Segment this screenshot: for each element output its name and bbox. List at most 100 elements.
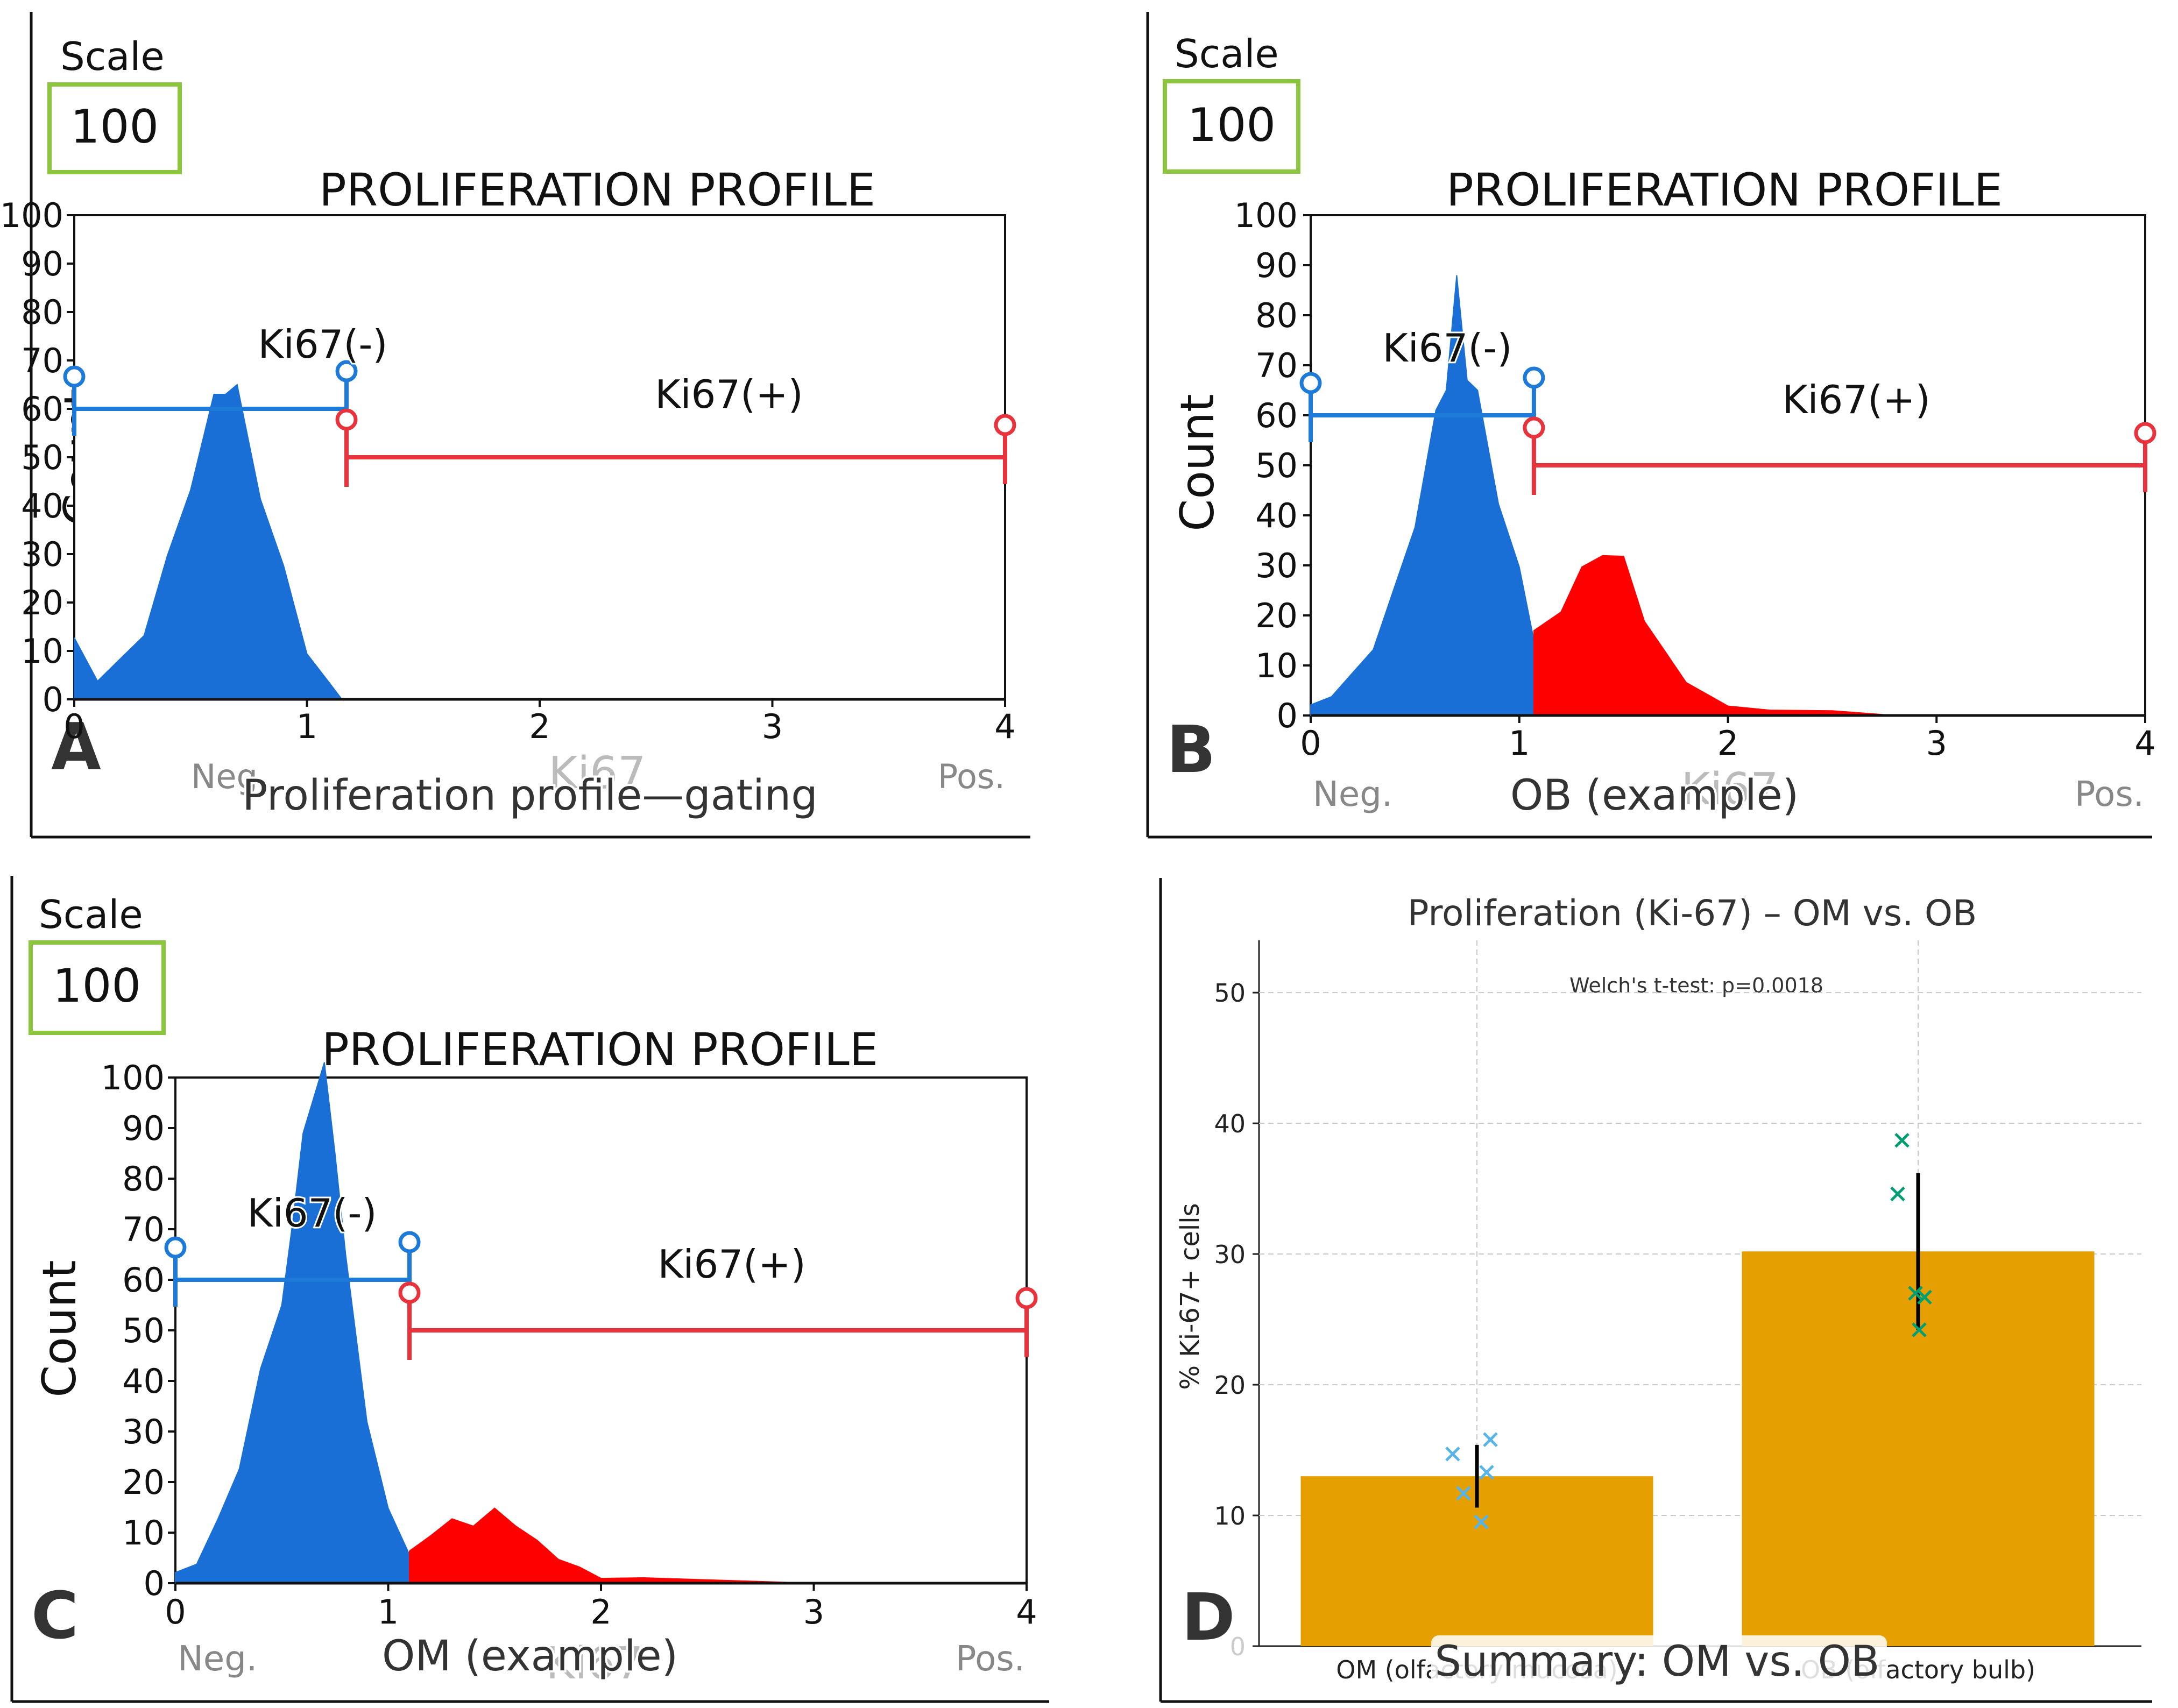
histogram-positive-series (1533, 555, 1895, 716)
x-axis-label: Ki67 (1681, 764, 1779, 815)
data-point-stroke (1479, 1465, 1494, 1480)
gate-positive-handle-knob (398, 1281, 421, 1304)
y-tick-label: 100 (101, 1058, 165, 1097)
y-tick-label: 20 (1214, 1371, 1246, 1400)
scale-value: 100 (70, 100, 159, 154)
scale-box[interactable] (1163, 79, 1300, 174)
data-point-stroke (1474, 1514, 1489, 1529)
y-tick-label: 0 (1277, 696, 1298, 735)
plot-title: PROLIFERATION PROFILE (1446, 164, 2003, 216)
x-tick-label: 1 (378, 1592, 399, 1632)
y-tick-label: 80 (122, 1159, 165, 1199)
scale-value: 100 (1187, 98, 1276, 152)
x-tick-label: 3 (803, 1592, 824, 1632)
y-tick-label: 90 (1255, 246, 1298, 285)
x-tick-label: 0 (1300, 724, 1321, 763)
data-point (1908, 1286, 1923, 1301)
x-tick-label: 0 (63, 707, 84, 746)
x-tick-label: 4 (1016, 1592, 1037, 1632)
x-tick-label: 2 (1717, 724, 1738, 763)
data-point-stroke (1908, 1286, 1923, 1301)
x-axis-label: Ki67 (546, 1638, 643, 1689)
y-tick-label: 100 (0, 196, 63, 235)
x-tick-label: 2 (590, 1592, 611, 1632)
y-tick-label: 20 (21, 583, 63, 622)
scale-value: 100 (53, 959, 141, 1013)
x-axis-label: Ki67 (549, 748, 646, 799)
data-point (1474, 1514, 1489, 1529)
data-point (1894, 1132, 1910, 1148)
gate-negative-handle-knob (1523, 366, 1545, 389)
scale-label: Scale (60, 34, 165, 79)
data-point-stroke (1456, 1485, 1471, 1501)
gate-negative-label: Ki67(-) (258, 322, 388, 367)
panel-caption: Summary: OM vs. OB (1434, 1638, 1879, 1686)
pos-label: Pos. (2075, 775, 2144, 814)
gate-positive-label: Ki67(+) (657, 1242, 805, 1287)
panel-caption: OM (example) (382, 1632, 678, 1681)
x-tick-label: 2 (529, 707, 550, 746)
data-point-stroke (1894, 1132, 1910, 1148)
panel-b: Scale 100 PROLIFERATION PROFILE Count B … (1146, 12, 2156, 839)
gate-positive-handle-knob (1523, 416, 1545, 439)
y-tick-label: 60 (21, 389, 63, 429)
y-tick-label: 30 (122, 1412, 165, 1451)
panel-caption: Proliferation profile—gating (242, 771, 818, 820)
pos-label: Pos. (938, 757, 1005, 796)
neg-label: Neg. (178, 1639, 257, 1679)
y-axis-label: Count (33, 1260, 87, 1397)
x-tick-label: 3 (762, 707, 783, 746)
data-point (1917, 1289, 1932, 1305)
data-point-stroke (1912, 1322, 1927, 1337)
scale-box[interactable] (29, 940, 166, 1035)
panel-letter: B (1166, 713, 1215, 788)
y-tick-label: 10 (21, 632, 63, 671)
y-tick-label: 40 (1214, 1109, 1246, 1138)
gate-negative-end-knob (1299, 372, 1322, 394)
y-tick-label: 40 (21, 486, 63, 526)
y-tick-label: 50 (1255, 446, 1298, 485)
plot-title: PROLIFERATION PROFILE (319, 164, 875, 216)
panel-letter: D (1182, 1581, 1235, 1655)
neg-label: Neg. (1313, 775, 1392, 814)
chart-title: Proliferation (Ki-67) – OM vs. OB (1408, 892, 1977, 934)
y-tick-label: 20 (122, 1463, 165, 1502)
y-tick-label: 0 (144, 1564, 165, 1603)
y-tick-label: 10 (122, 1513, 165, 1553)
gate-negative-label: Ki67(-) (247, 1190, 377, 1236)
histogram-negative-series (175, 1062, 411, 1584)
gate-negative-end-knob (63, 365, 86, 388)
histogram-positive-series (409, 1507, 814, 1584)
y-axis-label: % Ki-67+ cells (1175, 1203, 1205, 1390)
x-tick-label: 1 (296, 707, 317, 746)
scale-box[interactable] (47, 82, 182, 174)
data-point (1445, 1447, 1460, 1462)
y-tick-label: 70 (122, 1210, 165, 1249)
y-tick-label: 40 (122, 1362, 165, 1401)
gate-negative-end-knob (164, 1236, 187, 1259)
y-tick-label: 30 (1214, 1240, 1246, 1269)
y-tick-label: 20 (1255, 596, 1298, 635)
panel-letter: A (51, 710, 101, 785)
gate-negative-handle-knob (398, 1231, 421, 1253)
y-tick-label: 60 (122, 1260, 165, 1300)
y-tick-label: 70 (21, 341, 63, 380)
x-tick-label: 4 (994, 707, 1015, 746)
pos-label: Pos. (956, 1639, 1025, 1679)
gate-negative-handle-knob (335, 360, 358, 382)
data-point (1912, 1322, 1927, 1337)
data-point-stroke (1890, 1186, 1905, 1202)
y-tick-label: 60 (1255, 396, 1298, 435)
data-point-stroke (1445, 1447, 1460, 1462)
x-tick-label: 4 (2134, 724, 2155, 763)
x-tick-label: 0 (165, 1592, 186, 1632)
y-tick-label: 30 (1255, 546, 1298, 585)
panel-a: Scale 100 PROLIFERATION PROFILE Count A … (0, 12, 1030, 839)
y-tick-label: 40 (1255, 496, 1298, 535)
panel-caption: OB (example) (1510, 771, 1799, 820)
y-tick-label: 70 (1255, 346, 1298, 385)
y-tick-label: 90 (21, 244, 63, 284)
